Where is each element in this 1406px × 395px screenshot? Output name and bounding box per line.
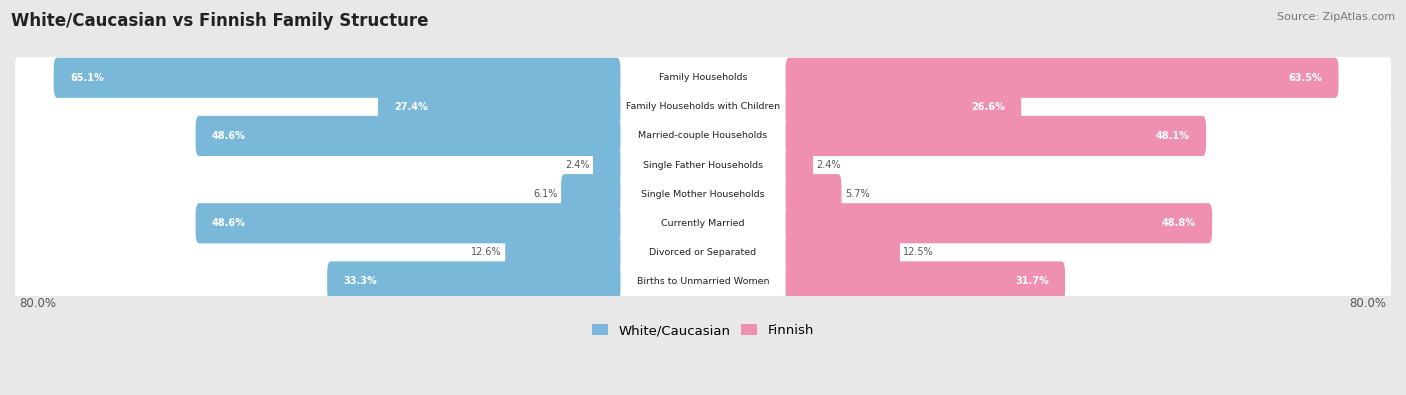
Text: 31.7%: 31.7% <box>1015 276 1049 286</box>
FancyBboxPatch shape <box>786 116 1206 156</box>
Text: 27.4%: 27.4% <box>394 102 427 112</box>
FancyBboxPatch shape <box>15 145 1391 186</box>
Text: 33.3%: 33.3% <box>343 276 377 286</box>
FancyBboxPatch shape <box>505 232 620 273</box>
Text: 48.6%: 48.6% <box>212 218 246 228</box>
FancyBboxPatch shape <box>195 116 620 156</box>
FancyBboxPatch shape <box>15 57 1391 98</box>
Text: White/Caucasian vs Finnish Family Structure: White/Caucasian vs Finnish Family Struct… <box>11 12 429 30</box>
FancyBboxPatch shape <box>786 58 1339 98</box>
FancyBboxPatch shape <box>786 87 1021 127</box>
FancyBboxPatch shape <box>15 173 1391 215</box>
Text: 6.1%: 6.1% <box>533 189 558 199</box>
Legend: White/Caucasian, Finnish: White/Caucasian, Finnish <box>586 319 820 342</box>
Text: 48.8%: 48.8% <box>1161 218 1195 228</box>
FancyBboxPatch shape <box>786 232 900 273</box>
Text: 26.6%: 26.6% <box>972 102 1005 112</box>
Text: 5.7%: 5.7% <box>845 189 869 199</box>
Text: 63.5%: 63.5% <box>1288 73 1322 83</box>
Text: 2.4%: 2.4% <box>565 160 589 170</box>
FancyBboxPatch shape <box>195 203 620 243</box>
FancyBboxPatch shape <box>15 203 1391 244</box>
Text: Family Households with Children: Family Households with Children <box>626 102 780 111</box>
Text: Source: ZipAtlas.com: Source: ZipAtlas.com <box>1277 12 1395 22</box>
Text: 2.4%: 2.4% <box>817 160 841 170</box>
FancyBboxPatch shape <box>561 174 620 214</box>
FancyBboxPatch shape <box>328 261 620 301</box>
Text: 48.1%: 48.1% <box>1156 131 1189 141</box>
FancyBboxPatch shape <box>53 58 620 98</box>
Text: Single Mother Households: Single Mother Households <box>641 190 765 199</box>
Text: 80.0%: 80.0% <box>20 297 56 310</box>
FancyBboxPatch shape <box>593 145 620 185</box>
FancyBboxPatch shape <box>786 145 813 185</box>
Text: 12.5%: 12.5% <box>904 247 934 257</box>
Text: 65.1%: 65.1% <box>70 73 104 83</box>
Text: Divorced or Separated: Divorced or Separated <box>650 248 756 257</box>
Text: Family Households: Family Households <box>659 73 747 82</box>
Text: 48.6%: 48.6% <box>212 131 246 141</box>
Text: 12.6%: 12.6% <box>471 247 502 257</box>
FancyBboxPatch shape <box>378 87 620 127</box>
Text: Currently Married: Currently Married <box>661 219 745 228</box>
FancyBboxPatch shape <box>786 203 1212 243</box>
Text: Single Father Households: Single Father Households <box>643 160 763 169</box>
FancyBboxPatch shape <box>786 174 841 214</box>
FancyBboxPatch shape <box>786 261 1066 301</box>
FancyBboxPatch shape <box>15 232 1391 273</box>
FancyBboxPatch shape <box>15 86 1391 128</box>
FancyBboxPatch shape <box>15 115 1391 157</box>
Text: Married-couple Households: Married-couple Households <box>638 132 768 141</box>
Text: Births to Unmarried Women: Births to Unmarried Women <box>637 277 769 286</box>
FancyBboxPatch shape <box>15 261 1391 302</box>
Text: 80.0%: 80.0% <box>1350 297 1386 310</box>
